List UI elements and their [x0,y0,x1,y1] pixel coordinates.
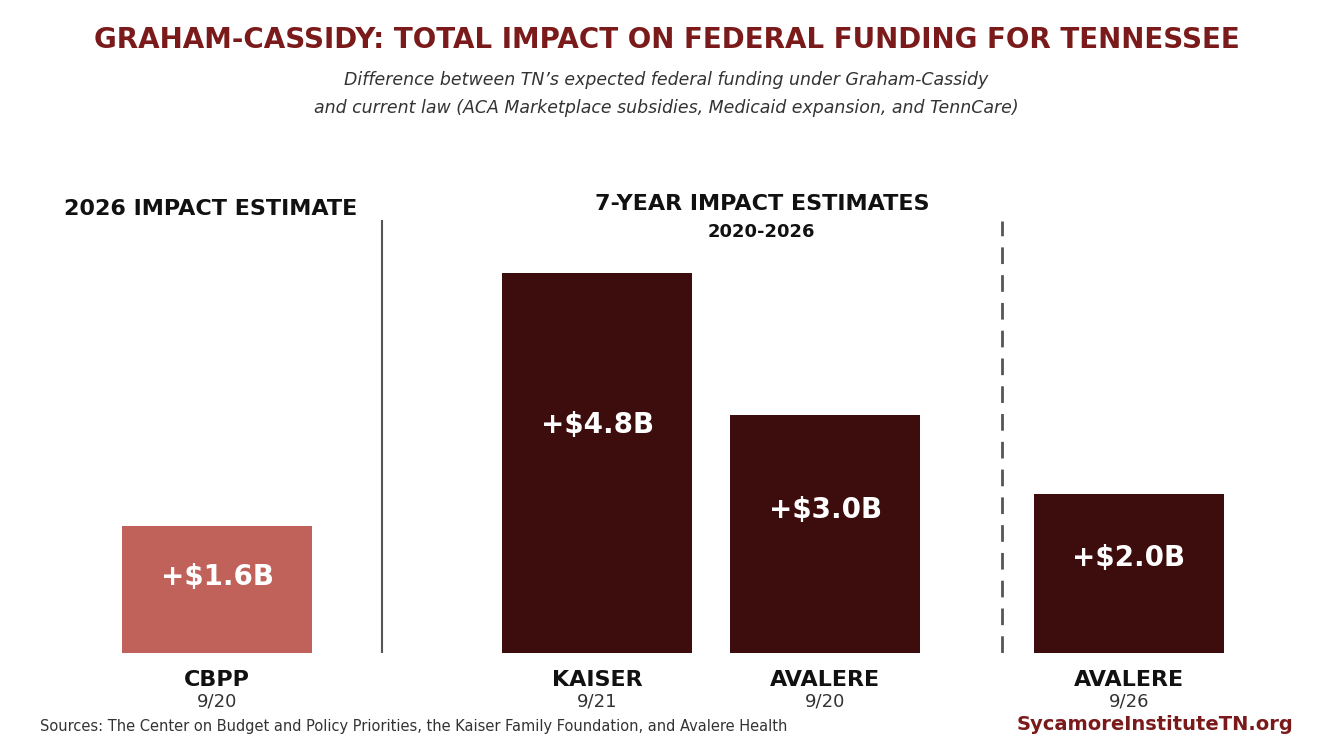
Text: +$2.0B: +$2.0B [1073,544,1185,572]
Text: 2026 IMPACT ESTIMATE: 2026 IMPACT ESTIMATE [64,199,357,219]
Text: GRAHAM-CASSIDY: TOTAL IMPACT ON FEDERAL FUNDING FOR TENNESSEE: GRAHAM-CASSIDY: TOTAL IMPACT ON FEDERAL … [93,26,1240,54]
Bar [123,526,312,652]
Text: Difference between TN’s expected federal funding under Graham-Cassidy: Difference between TN’s expected federal… [344,71,989,89]
Text: 9/20: 9/20 [805,692,845,710]
Bar [1034,494,1224,652]
Text: 9/26: 9/26 [1109,692,1149,710]
Text: 7-YEAR IMPACT ESTIMATES: 7-YEAR IMPACT ESTIMATES [595,194,929,214]
Text: KAISER: KAISER [552,670,643,690]
Bar [503,273,692,652]
Text: 9/20: 9/20 [197,692,237,710]
Text: Sources: The Center on Budget and Policy Priorities, the Kaiser Family Foundatio: Sources: The Center on Budget and Policy… [40,718,788,734]
Bar [730,416,920,652]
Text: +$3.0B: +$3.0B [769,496,881,524]
Text: AVALERE: AVALERE [1074,670,1184,690]
Text: CBPP: CBPP [184,670,251,690]
Text: SycamoreInstituteTN.org: SycamoreInstituteTN.org [1016,715,1293,734]
Text: 9/21: 9/21 [577,692,617,710]
Text: +$1.6B: +$1.6B [161,562,273,590]
Text: and current law (ACA Marketplace subsidies, Medicaid expansion, and TennCare): and current law (ACA Marketplace subsidi… [315,99,1018,117]
Text: +$4.8B: +$4.8B [541,411,653,439]
Text: 2020-2026: 2020-2026 [708,224,816,242]
Text: AVALERE: AVALERE [770,670,880,690]
